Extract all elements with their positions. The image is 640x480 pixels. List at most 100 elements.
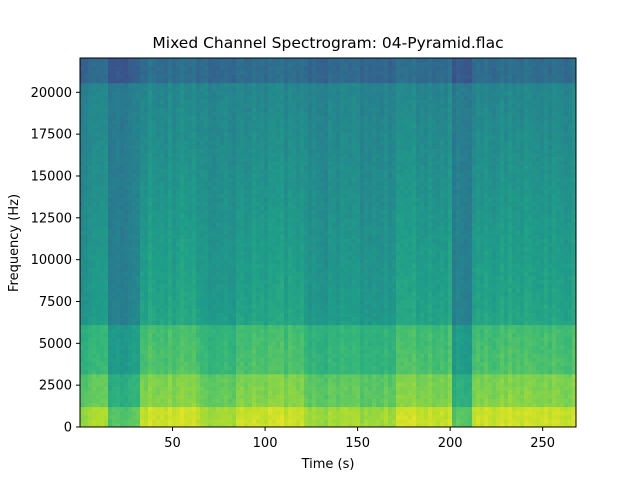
- spectrogram-cell: [104, 213, 109, 219]
- spectrogram-cell: [240, 82, 245, 88]
- spectrogram-cell: [204, 394, 209, 399]
- spectrogram-cell: [244, 390, 249, 395]
- spectrogram-cell: [84, 131, 89, 137]
- spectrogram-cell: [156, 213, 161, 219]
- spectrogram-cell: [80, 357, 85, 362]
- spectrogram-cell: [224, 222, 229, 227]
- spectrogram-cell: [136, 345, 141, 350]
- spectrogram-cell: [260, 148, 265, 153]
- spectrogram-cell: [232, 345, 237, 350]
- spectrogram-cell: [288, 107, 293, 112]
- spectrogram-cell: [184, 386, 189, 391]
- spectrogram-cell: [208, 422, 213, 427]
- spectrogram-cell: [256, 377, 261, 383]
- spectrogram-cell: [256, 349, 261, 354]
- spectrogram-cell: [300, 349, 305, 354]
- spectrogram-cell: [136, 361, 141, 367]
- spectrogram-cell: [300, 336, 305, 342]
- spectrogram-cell: [288, 373, 293, 379]
- spectrogram-cell: [152, 127, 157, 133]
- spectrogram-cell: [92, 90, 97, 96]
- spectrogram-cell: [220, 271, 225, 276]
- spectrogram-cell: [80, 123, 85, 129]
- spectrogram-cell: [232, 111, 237, 116]
- spectrogram-cell: [124, 390, 129, 395]
- spectrogram-cell: [104, 291, 109, 297]
- spectrogram-cell: [208, 349, 213, 354]
- spectrogram-cell: [292, 127, 297, 133]
- spectrogram-cell: [240, 267, 245, 272]
- spectrogram-cell: [232, 217, 237, 223]
- spectrogram-cell: [172, 422, 177, 427]
- spectrogram-cell: [108, 82, 113, 88]
- spectrogram-cell: [276, 357, 281, 362]
- spectrogram-cell: [152, 234, 157, 239]
- spectrogram-cell: [228, 193, 233, 198]
- spectrogram-cell: [232, 349, 237, 354]
- spectrogram-cell: [276, 406, 281, 412]
- spectrogram-cell: [100, 127, 105, 133]
- spectrogram-cell: [168, 148, 173, 153]
- spectrogram-cell: [136, 377, 141, 383]
- spectrogram-cell: [164, 263, 169, 268]
- spectrogram-cell: [248, 414, 253, 420]
- spectrogram-cell: [224, 242, 229, 248]
- spectrogram-cell: [192, 238, 197, 244]
- spectrogram-cell: [100, 111, 105, 116]
- spectrogram-cell: [224, 390, 229, 395]
- spectrogram-cell: [296, 295, 301, 301]
- spectrogram-cell: [160, 193, 165, 198]
- spectrogram-cell: [112, 148, 117, 153]
- spectrogram-cell: [228, 369, 233, 375]
- spectrogram-cell: [204, 222, 209, 227]
- spectrogram-cell: [200, 148, 205, 153]
- spectrogram-cell: [100, 353, 105, 358]
- spectrogram-cell: [80, 205, 85, 211]
- spectrogram-cell: [200, 308, 205, 313]
- spectrogram-cell: [228, 295, 233, 301]
- spectrogram-cell: [292, 316, 297, 321]
- spectrogram-cell: [92, 250, 97, 256]
- spectrogram-cell: [180, 144, 185, 149]
- spectrogram-cell: [236, 386, 241, 391]
- spectrogram-cell: [116, 209, 121, 215]
- spectrogram-cell: [204, 168, 209, 174]
- spectrogram-cell: [124, 123, 129, 129]
- spectrogram-cell: [172, 287, 177, 293]
- spectrogram-cell: [172, 127, 177, 133]
- spectrogram-cell: [264, 406, 269, 412]
- spectrogram-cell: [144, 217, 149, 223]
- spectrogram-cell: [228, 160, 233, 166]
- spectrogram-cell: [124, 406, 129, 412]
- spectrogram-cell: [224, 234, 229, 239]
- spectrogram-cell: [256, 414, 261, 420]
- spectrogram-cell: [112, 324, 117, 330]
- spectrogram-cell: [96, 246, 101, 252]
- spectrogram-cell: [224, 172, 229, 178]
- spectrogram-cell: [152, 115, 157, 121]
- spectrogram-cell: [128, 226, 133, 231]
- spectrogram-cell: [232, 176, 237, 182]
- spectrogram-cell: [100, 287, 105, 293]
- spectrogram-cell: [240, 283, 245, 289]
- spectrogram-cell: [100, 58, 105, 63]
- spectrogram-cell: [144, 373, 149, 379]
- spectrogram-cell: [292, 398, 297, 403]
- spectrogram-cell: [88, 226, 93, 231]
- spectrogram-cell: [196, 127, 201, 133]
- spectrogram-cell: [192, 181, 197, 186]
- spectrogram-cell: [276, 410, 281, 416]
- spectrogram-cell: [88, 140, 93, 145]
- spectrogram-cell: [228, 172, 233, 178]
- spectrogram-cell: [172, 230, 177, 235]
- spectrogram-cell: [172, 369, 177, 375]
- spectrogram-cell: [188, 148, 193, 153]
- spectrogram-cell: [252, 74, 257, 80]
- spectrogram-cell: [300, 373, 305, 379]
- spectrogram-cell: [84, 189, 89, 194]
- spectrogram-cell: [176, 332, 181, 338]
- spectrogram-cell: [232, 402, 237, 408]
- spectrogram-cell: [296, 299, 301, 305]
- spectrogram-cell: [112, 263, 117, 268]
- spectrogram-cell: [88, 324, 93, 330]
